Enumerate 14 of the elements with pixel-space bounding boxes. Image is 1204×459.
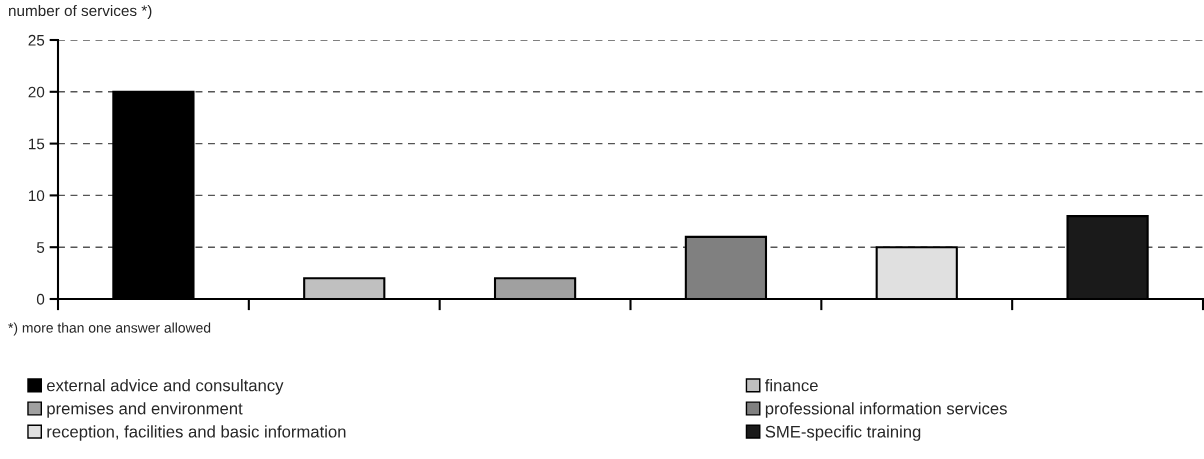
y-axis-title: number of services *) bbox=[9, 4, 152, 20]
legend-label: reception, facilities and basic information bbox=[47, 425, 346, 441]
y-tick-label: 10 bbox=[28, 190, 45, 202]
text: *) more than one answer allowed bbox=[8, 322, 211, 336]
y-tick-label: 0 bbox=[36, 293, 45, 305]
y-tick-label: 5 bbox=[36, 242, 45, 253]
y-tick-label: 25 bbox=[28, 34, 45, 46]
legend-label: premises and environment bbox=[47, 402, 243, 418]
legend-label: finance bbox=[765, 379, 818, 392]
y-tick-label: 15 bbox=[28, 138, 45, 150]
legend-label: SME-specific training bbox=[765, 425, 921, 441]
legend-label: professional information services bbox=[765, 402, 1007, 418]
legend-label: external advice and consultancy bbox=[47, 379, 284, 395]
y-tick-label: 20 bbox=[28, 86, 45, 98]
